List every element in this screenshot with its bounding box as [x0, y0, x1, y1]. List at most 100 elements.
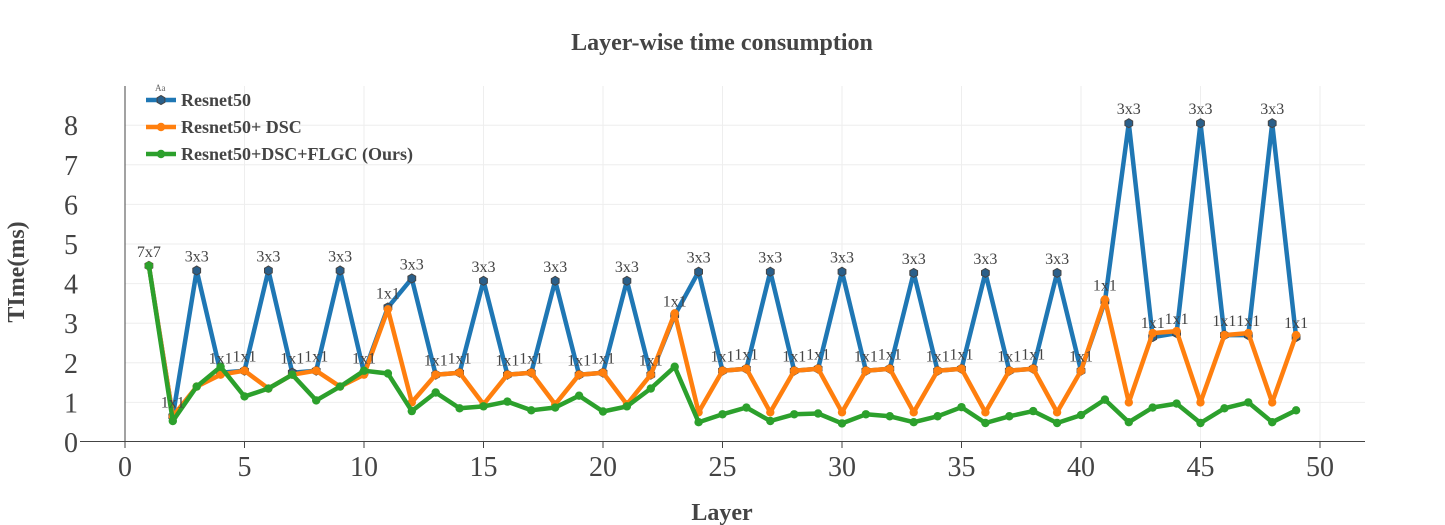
data-point[interactable] [981, 408, 990, 417]
data-point[interactable] [1244, 398, 1253, 407]
data-point[interactable] [455, 404, 464, 413]
data-point[interactable] [1124, 418, 1134, 427]
data-point[interactable] [503, 370, 512, 379]
data-point[interactable] [1172, 399, 1181, 408]
data-point[interactable] [335, 265, 345, 276]
data-point[interactable] [981, 267, 990, 278]
data-point[interactable] [742, 364, 751, 373]
data-point[interactable] [168, 416, 177, 426]
data-point[interactable] [240, 392, 249, 401]
data-point[interactable] [1052, 418, 1062, 428]
data-point[interactable] [909, 408, 918, 417]
data-point[interactable] [598, 368, 608, 377]
data-point[interactable] [1052, 267, 1062, 278]
data-point[interactable] [455, 368, 464, 377]
data-point[interactable] [1005, 366, 1014, 375]
data-point[interactable] [957, 402, 966, 412]
data-point[interactable] [551, 403, 560, 412]
data-point[interactable] [933, 412, 942, 421]
data-point[interactable] [1244, 328, 1253, 338]
data-point[interactable] [312, 396, 321, 405]
data-point[interactable] [479, 275, 488, 286]
data-point[interactable] [646, 370, 655, 379]
data-point[interactable] [407, 406, 416, 416]
data-point[interactable] [192, 382, 201, 391]
data-point[interactable] [622, 402, 632, 411]
data-point[interactable] [1268, 398, 1277, 407]
data-point[interactable] [933, 366, 942, 375]
data-point[interactable] [1291, 406, 1301, 415]
data-point[interactable] [1029, 364, 1038, 373]
data-point[interactable] [1267, 118, 1277, 129]
data-point[interactable] [192, 265, 202, 276]
legend-item[interactable]: Resnet50 [146, 90, 251, 110]
data-point[interactable] [1148, 328, 1157, 338]
data-point[interactable] [1196, 418, 1205, 428]
data-point[interactable] [1196, 398, 1205, 407]
data-point[interactable] [885, 364, 894, 373]
data-point[interactable] [431, 388, 440, 397]
data-point[interactable] [479, 402, 488, 411]
data-point[interactable] [646, 384, 655, 393]
data-point[interactable] [885, 412, 894, 421]
data-point[interactable] [1005, 412, 1014, 421]
data-point[interactable] [1268, 418, 1277, 427]
data-point[interactable] [503, 397, 512, 406]
data-point[interactable] [1076, 410, 1086, 420]
data-point[interactable] [1052, 408, 1062, 417]
data-point[interactable] [813, 364, 823, 373]
data-point[interactable] [144, 261, 154, 270]
data-point[interactable] [861, 410, 871, 419]
data-point[interactable] [837, 408, 847, 417]
data-point[interactable] [1148, 403, 1157, 412]
data-point[interactable] [1124, 398, 1134, 407]
data-point[interactable] [550, 275, 560, 286]
data-point[interactable] [574, 391, 584, 400]
data-point[interactable] [1196, 118, 1205, 129]
data-point[interactable] [240, 366, 249, 375]
data-point[interactable] [957, 364, 966, 373]
data-point[interactable] [694, 418, 703, 427]
data-point[interactable] [407, 273, 417, 284]
data-point[interactable] [1172, 326, 1181, 336]
data-point[interactable] [1220, 404, 1229, 413]
data-point[interactable] [694, 266, 703, 277]
data-point[interactable] [527, 368, 536, 377]
data-point[interactable] [383, 305, 393, 314]
data-point[interactable] [1291, 330, 1301, 340]
data-point[interactable] [574, 370, 584, 379]
data-point[interactable] [335, 382, 345, 391]
data-point[interactable] [837, 419, 847, 428]
data-point[interactable] [670, 362, 679, 371]
data-point[interactable] [1220, 330, 1229, 340]
data-point[interactable] [765, 266, 775, 277]
data-point[interactable] [718, 410, 727, 419]
data-point[interactable] [742, 403, 751, 412]
data-point[interactable] [383, 369, 393, 378]
data-point[interactable] [1029, 406, 1038, 416]
data-point[interactable] [216, 362, 225, 371]
legend-item[interactable]: Resnet50+DSC+FLGC (Ours) [146, 144, 413, 165]
legend[interactable]: Aa Resnet50 Resnet50+ DSC Resnet50+DSC+FLG… [146, 83, 413, 165]
data-point[interactable] [1100, 295, 1110, 304]
data-point[interactable] [766, 416, 775, 426]
data-point[interactable] [431, 370, 440, 379]
data-point[interactable] [288, 370, 297, 379]
data-point[interactable] [1100, 395, 1110, 404]
data-point[interactable] [790, 366, 799, 375]
data-point[interactable] [264, 265, 273, 276]
data-point[interactable] [359, 366, 369, 375]
data-point[interactable] [981, 418, 990, 428]
data-point[interactable] [766, 408, 775, 417]
legend-item[interactable]: Resnet50+ DSC [146, 117, 302, 137]
data-point[interactable] [312, 366, 321, 375]
data-point[interactable] [790, 410, 799, 419]
data-point[interactable] [264, 384, 273, 393]
data-point[interactable] [670, 309, 679, 318]
data-point[interactable] [622, 275, 632, 286]
data-point[interactable] [813, 409, 823, 418]
data-point[interactable] [909, 418, 918, 427]
data-point[interactable] [598, 407, 608, 416]
data-point[interactable] [837, 266, 847, 277]
data-point[interactable] [527, 406, 536, 415]
